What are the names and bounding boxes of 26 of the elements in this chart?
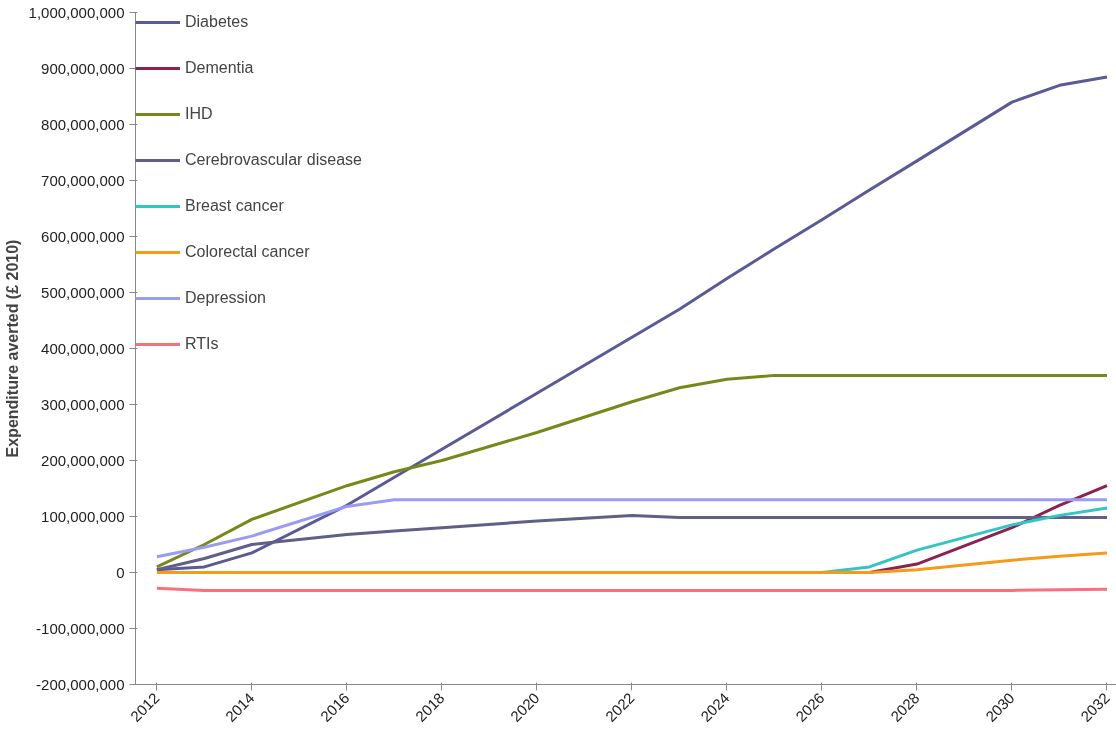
y-axis-title: Expenditure averted (£ 2010)	[3, 239, 21, 458]
legend-label: IHD	[185, 105, 213, 123]
legend-label: Depression	[185, 289, 266, 307]
legend-label: Dementia	[185, 59, 254, 77]
y-tick-label: -200,000,000	[36, 675, 125, 693]
line-series	[155, 498, 1109, 559]
line-series	[155, 551, 1109, 574]
y-tick-label: 1,000,000,000	[28, 3, 125, 21]
legend-label: Colorectal cancer	[185, 243, 310, 261]
y-tick-label: 0	[116, 563, 125, 581]
line-series	[155, 373, 1109, 569]
line-series	[155, 513, 1109, 572]
y-tick-label: 300,000,000	[41, 395, 125, 413]
legend-label: RTIs	[185, 335, 219, 353]
legend-label: Breast cancer	[185, 197, 284, 215]
y-tick-label: 100,000,000	[41, 507, 125, 525]
y-tick-label: 500,000,000	[41, 283, 125, 301]
y-tick-label: 600,000,000	[41, 227, 125, 245]
y-tick-label: 200,000,000	[41, 451, 125, 469]
y-tick-label: 400,000,000	[41, 339, 125, 357]
y-tick-label: 900,000,000	[41, 59, 125, 77]
legend-label: Diabetes	[185, 13, 249, 31]
y-tick-label: 700,000,000	[41, 171, 125, 189]
y-tick-label: -100,000,000	[36, 619, 125, 637]
legend-label: Cerebrovascular disease	[185, 151, 362, 169]
y-tick-label: 800,000,000	[41, 115, 125, 133]
